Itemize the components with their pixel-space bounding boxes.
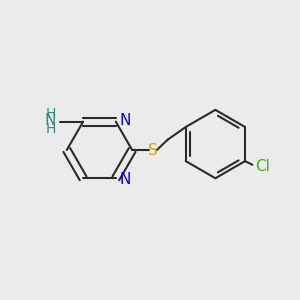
Text: N: N <box>119 172 131 187</box>
Text: H: H <box>46 107 56 121</box>
Text: H: H <box>46 122 56 136</box>
Text: N: N <box>45 113 56 128</box>
Text: N: N <box>119 113 131 128</box>
Text: S: S <box>148 142 158 158</box>
Text: Cl: Cl <box>255 159 270 174</box>
